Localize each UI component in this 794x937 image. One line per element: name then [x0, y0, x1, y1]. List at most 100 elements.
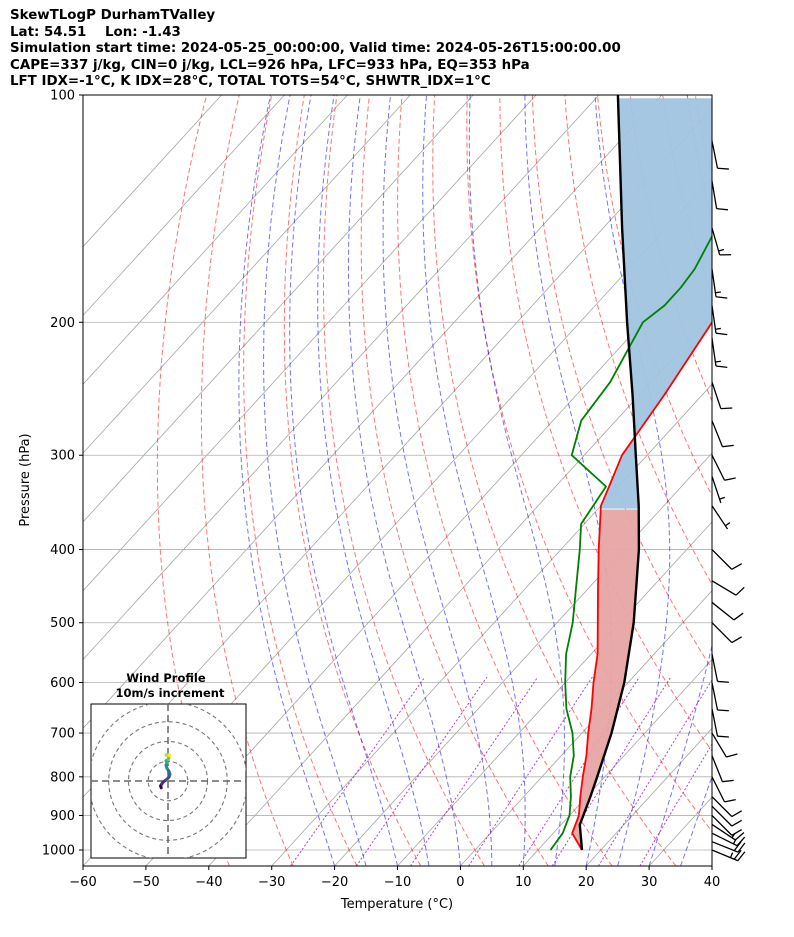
- moist-adiabat-line: [348, 95, 461, 866]
- y-axis-ticks: 1000 900 800 700 600 500 400 300 200 100: [42, 89, 83, 859]
- wind-barb-half-flag: [729, 852, 734, 858]
- isotherm-line: [83, 95, 285, 317]
- x-tick-label: 30: [641, 875, 658, 890]
- mixing-ratio-line: [597, 678, 712, 866]
- wind-barb-staff: [711, 622, 733, 643]
- wind-barb-staff: [711, 849, 739, 862]
- mixing-ratio-line: [639, 743, 712, 866]
- isotherm-line: [585, 727, 712, 866]
- isotherm-line: [83, 95, 222, 248]
- x-tick-label: 10: [515, 875, 532, 890]
- isotherm-line: [208, 314, 712, 866]
- dry-adiabat-line: [789, 78, 794, 866]
- y-tick-label: 200: [50, 316, 75, 331]
- moist-adiabat-line: [680, 775, 712, 866]
- chart-header: SkewTLogP DurhamTValley Lat: 54.51 Lon: -…: [10, 8, 621, 91]
- wind-barb-flag: [715, 332, 728, 336]
- dry-adiabat-line: [725, 78, 794, 866]
- dry-adiabat-line: [499, 95, 712, 752]
- moist-adiabat-line: [711, 864, 712, 866]
- wind-barb-flag: [731, 819, 743, 827]
- wind-barb-flag: [716, 207, 729, 211]
- wind-barb-flag: [737, 851, 746, 862]
- cape-cin-fills: [572, 98, 712, 850]
- wind-barb-flag: [737, 842, 746, 853]
- isotherm-line: [145, 246, 712, 866]
- wind-barb-staff: [711, 381, 722, 409]
- moist-adiabat-line: [468, 95, 565, 866]
- isotherm-line: [83, 95, 663, 729]
- wind-barb-staff: [711, 732, 727, 758]
- x-tick-label: 20: [578, 875, 595, 890]
- wind-barb-staff: [711, 180, 718, 209]
- wind-barb-staff: [711, 505, 729, 530]
- isotherm-line: [775, 95, 794, 866]
- isotherm-line: [83, 95, 348, 385]
- dry-adiabat-line: [757, 78, 794, 866]
- wind-barb-flag: [722, 444, 734, 448]
- hodograph-title: Wind Profile: [126, 671, 206, 685]
- wind-barb-flag: [733, 612, 744, 621]
- location-line: Lat: 54.51 Lon: -1.43: [10, 24, 181, 40]
- dry-adiabat-line: [564, 95, 712, 586]
- wind-barb-flag: [731, 810, 743, 818]
- wind-barb-staff: [711, 549, 733, 570]
- isotherm-line: [460, 590, 712, 866]
- wind-barb-half-flag: [715, 360, 721, 363]
- x-tick-label: −20: [321, 875, 348, 890]
- wind-barb-half-flag: [715, 327, 721, 330]
- wind-barb-staff: [711, 268, 717, 297]
- wind-barb-staff: [711, 140, 719, 169]
- wind-barb-flag: [736, 836, 746, 847]
- dry-adiabat-line: [397, 95, 613, 866]
- isotherm-line: [83, 95, 537, 592]
- moist-adiabat-line: [263, 95, 367, 866]
- x-axis-ticks: −60 −50 −40 −30 −20 −10 0 10 20 30 40: [69, 866, 720, 890]
- x-tick-label: −10: [384, 875, 411, 890]
- wind-barb-staff: [711, 796, 733, 817]
- wind-barb-flag: [717, 709, 729, 712]
- x-tick-label: −60: [69, 875, 96, 890]
- hodograph-plot: [91, 704, 246, 858]
- dewpoint-line: [549, 234, 712, 851]
- wind-barb-staff: [711, 814, 733, 836]
- y-tick-label: 800: [50, 770, 75, 785]
- wind-barb-half-flag: [715, 291, 721, 294]
- wind-barb-flag: [733, 849, 742, 860]
- y-tick-label: 100: [50, 89, 75, 104]
- y-tick-label: 300: [50, 449, 75, 464]
- wind-barb-flag: [735, 586, 745, 596]
- title-line: SkewTLogP DurhamTValley: [10, 8, 216, 23]
- y-axis-label: Pressure (hPa): [18, 433, 33, 526]
- wind-barb-half-flag: [719, 496, 726, 500]
- wind-barb-staff: [711, 305, 717, 334]
- wind-barb-flag: [720, 407, 733, 410]
- mixing-ratio-line: [409, 676, 539, 866]
- isotherm-line: [523, 658, 712, 866]
- background-lines: [83, 78, 794, 866]
- dry-adiabat-line: [200, 95, 294, 866]
- hodograph-trace-segment: [167, 753, 172, 758]
- y-tick-label: 600: [50, 676, 75, 691]
- dry-adiabat-line: [596, 95, 712, 497]
- isotherm-line: [83, 95, 474, 523]
- wind-barb-flag: [726, 753, 738, 758]
- profiles: [549, 95, 712, 851]
- cape-area: [600, 98, 712, 509]
- dry-adiabat-line: [323, 95, 485, 866]
- temperature-line: [571, 321, 712, 851]
- hodograph-subtitle: 10m/s increment: [116, 686, 225, 700]
- isotherm-line: [397, 521, 712, 866]
- parcel-line: [578, 95, 641, 851]
- wind-barb-half-flag: [724, 522, 731, 527]
- moist-adiabat-line: [648, 95, 712, 866]
- wind-barb-staff: [711, 653, 719, 682]
- wind-barb-flag: [731, 636, 743, 644]
- isotherm-line: [711, 865, 712, 866]
- wind-barb-flag: [717, 735, 729, 738]
- wind-barb-flag: [717, 680, 729, 683]
- isotherm-line: [83, 95, 411, 454]
- time-line: Simulation start time: 2024-05-25_00:00:…: [10, 41, 621, 57]
- x-tick-label: −30: [258, 875, 285, 890]
